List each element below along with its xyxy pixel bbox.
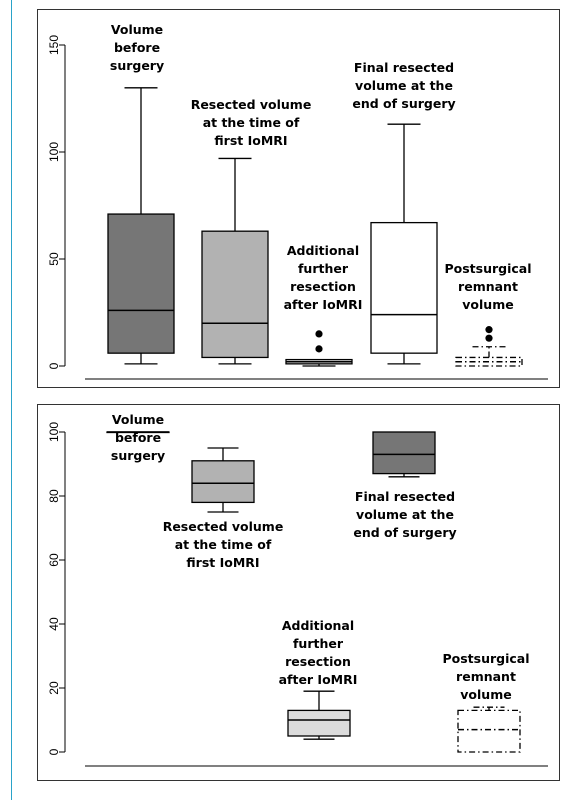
iqr-box: [107, 213, 175, 354]
y-tick-label: 60: [47, 553, 61, 567]
box-plot-2: [191, 447, 255, 513]
box-plot-4: [370, 123, 438, 365]
outlier-point: [315, 345, 323, 353]
y-tick-label: 80: [47, 489, 61, 503]
page-left-rule: [11, 0, 12, 800]
y-tick-label: 50: [47, 252, 61, 266]
iqr-box: [372, 431, 436, 475]
series-label: Additional further resection after IoMRI: [279, 618, 358, 687]
y-tick-label: 0: [47, 362, 61, 369]
series-label: Volume before surgery: [111, 412, 165, 463]
series-label: Additional further resection after IoMRI: [284, 243, 363, 312]
box-plot-3: [285, 330, 353, 367]
iqr-box: [287, 709, 351, 737]
series-label: Final resected volume at the end of surger…: [352, 60, 455, 111]
iqr-box: [201, 230, 269, 359]
y-tick-label: 20: [47, 681, 61, 695]
boxplot-percent-volumes: 0 20 40 60 80 100 Volume before surgery Resected …: [47, 412, 548, 767]
iqr-box: [191, 460, 255, 504]
iqr-box: [370, 221, 438, 354]
box-plot-3: [287, 690, 351, 740]
y-tick-label: 40: [47, 617, 61, 631]
outlier-point: [315, 330, 323, 338]
box-plot-4: [372, 431, 436, 478]
chart-panel-percent-volumes: 0 20 40 60 80 100 Volume before surgery Resected …: [37, 404, 560, 781]
box-plot-1: [107, 87, 175, 365]
series-label: Resected volume at the time of first IoMRI: [191, 97, 312, 148]
box-plot-1: [106, 431, 170, 434]
iqr-box: [457, 709, 521, 753]
y-tick-label: 0: [47, 748, 61, 755]
box-plot-5: [457, 706, 521, 753]
outlier-point: [485, 326, 493, 334]
series-label: Final resected volume at the end of surger…: [353, 489, 456, 540]
series-label: Postsurgical remnant volume: [442, 651, 529, 702]
boxplot-absolute-volumes: 0 50 100 150 Volume before surgery Resected vol…: [47, 22, 548, 380]
y-tick-label: 100: [47, 142, 61, 162]
outlier-point: [485, 334, 493, 342]
chart-panel-absolute-volumes: 0 50 100 150 Volume before surgery Resected vol…: [37, 9, 560, 388]
box-plot-5: [455, 326, 523, 367]
box-plot-2: [201, 157, 269, 365]
series-label: Volume before surgery: [110, 22, 164, 73]
y-tick-label: 100: [47, 422, 61, 442]
y-tick-label: 150: [47, 35, 61, 55]
series-label: Resected volume at the time of first IoMRI: [163, 519, 284, 570]
series-label: Postsurgical remnant volume: [444, 261, 531, 312]
